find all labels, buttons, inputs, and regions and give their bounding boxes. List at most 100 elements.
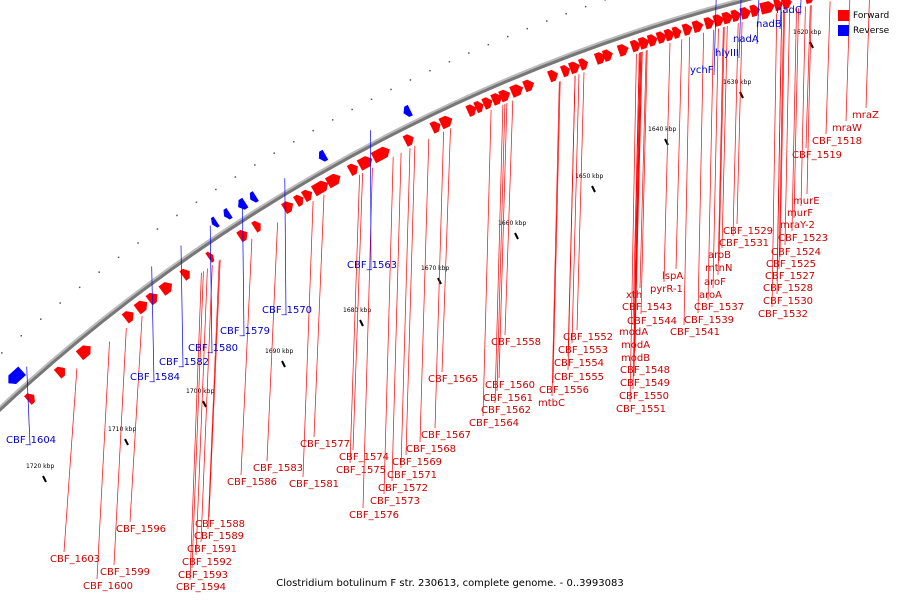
forward-label-leader — [712, 28, 719, 289]
minor-tick-dot — [448, 61, 451, 63]
forward-gene-label: CBF_1600 — [83, 581, 133, 592]
legend-forward-label: Forward — [853, 10, 890, 21]
forward-gene-label: CBF_1528 — [763, 283, 813, 294]
forward-label-leader — [96, 341, 110, 580]
kbp-tick-mark — [124, 438, 129, 446]
reverse-label-leader — [370, 130, 372, 271]
forward-gene-label: CBF_1567 — [421, 430, 471, 441]
forward-gene-arrow — [402, 134, 414, 147]
forward-label-leader — [629, 53, 637, 403]
forward-gene-arrow — [568, 61, 580, 75]
forward-gene-label: modA — [621, 340, 650, 351]
forward-label-leader — [494, 104, 504, 404]
forward-gene-label: CBF_1594 — [176, 582, 226, 593]
forward-gene-label: mtnN — [705, 263, 732, 274]
minor-tick-dot — [254, 164, 256, 166]
forward-gene-arrow — [559, 65, 571, 78]
kbp-tick-label: 1650 kbp — [575, 173, 603, 180]
forward-label-leader — [675, 39, 683, 270]
forward-gene-arrow — [53, 366, 66, 379]
minor-tick-dot — [331, 119, 334, 121]
reverse-gene-arrow — [8, 366, 26, 384]
forward-label-leader — [189, 272, 202, 581]
forward-label-leader — [771, 13, 778, 308]
forward-gene-arrow — [739, 7, 752, 20]
reverse-gene-label: CBF_1580 — [188, 343, 238, 354]
forward-gene-arrow — [346, 163, 358, 177]
reverse-gene-label: nadC — [776, 5, 802, 16]
forward-gene-label: CBF_1555 — [554, 372, 604, 383]
forward-gene-label: CBF_1554 — [554, 358, 604, 369]
kbp-tick-label: 1690 kbp — [265, 348, 293, 355]
forward-label-leader — [419, 138, 430, 443]
forward-label-leader — [697, 32, 704, 314]
kbp-tick-label: 1660 kbp — [498, 220, 526, 227]
forward-gene-label: CBF_1577 — [300, 439, 350, 450]
reverse-gene-label: CBF_1584 — [130, 372, 180, 383]
reverse-gene-label: CBF_1563 — [347, 260, 397, 271]
forward-gene-arrow — [356, 156, 373, 171]
forward-label-leader — [865, 0, 870, 109]
forward-gene-arrow — [473, 100, 484, 114]
forward-gene-label: aroF — [704, 277, 726, 288]
backbone-shadow — [0, 0, 746, 410]
forward-label-leader — [683, 36, 691, 326]
forward-gene-label: CBF_1593 — [178, 570, 228, 581]
forward-label-leader — [805, 5, 811, 149]
reverse-label-leader — [738, 0, 742, 59]
kbp-tick-label: 1620 kbp — [793, 29, 821, 36]
forward-gene-label: pyrR-1 — [650, 284, 683, 295]
kbp-tick-label: 1710 kbp — [108, 426, 136, 433]
minor-tick-dot — [20, 335, 22, 337]
minor-tick-dot — [273, 152, 275, 154]
forward-label-leader — [778, 11, 784, 270]
forward-label-leader — [496, 103, 506, 392]
genome-backbone — [0, 0, 754, 413]
reverse-gene-arrow — [223, 207, 233, 220]
forward-label-leader — [634, 52, 642, 352]
forward-gene-label: CBF_1518 — [812, 136, 862, 147]
forward-label-leader — [434, 131, 444, 429]
minor-tick-dot — [156, 228, 159, 230]
forward-label-leader — [551, 81, 560, 397]
forward-gene-arrow — [236, 229, 248, 243]
forward-gene-label: CBF_1564 — [469, 418, 519, 429]
forward-gene-label: CBF_1529 — [723, 226, 773, 237]
forward-gene-label: CBF_1596 — [116, 524, 166, 535]
kbp-tick-mark — [42, 475, 47, 483]
forward-gene-label: CBF_1551 — [616, 404, 666, 415]
forward-gene-arrow — [646, 34, 658, 47]
forward-gene-label: CBF_1572 — [378, 483, 428, 494]
forward-gene-arrow — [490, 93, 503, 106]
minor-tick-dot — [565, 13, 567, 15]
forward-label-leader — [721, 25, 728, 249]
forward-label-leader — [663, 42, 671, 283]
forward-gene-arrow — [522, 79, 535, 93]
minor-tick-dot — [351, 108, 353, 111]
forward-gene-label: aroA — [699, 290, 722, 301]
forward-gene-arrow — [300, 189, 313, 203]
forward-gene-arrow — [324, 173, 341, 189]
reverse-swatch — [838, 25, 849, 36]
forward-label-leader — [200, 265, 213, 543]
forward-gene-label: modA — [619, 327, 648, 338]
forward-gene-arrow — [637, 37, 650, 50]
forward-label-leader — [191, 271, 204, 569]
forward-gene-label: CBF_1562 — [481, 405, 531, 416]
forward-gene-label: CBF_1581 — [289, 479, 339, 490]
reverse-gene-label: CBF_1604 — [6, 435, 56, 446]
forward-gene-arrow — [691, 20, 704, 33]
forward-gene-label: CBF_1592 — [182, 557, 232, 568]
forward-gene-label: mraZ — [852, 110, 879, 121]
forward-gene-label: murE — [793, 196, 820, 207]
minor-tick-dot — [78, 286, 81, 289]
forward-label-leader — [240, 238, 253, 476]
forward-gene-arrow — [655, 31, 667, 44]
forward-gene-arrow — [547, 69, 559, 83]
forward-swatch — [838, 10, 849, 21]
forward-gene-label: CBF_1539 — [684, 315, 734, 326]
forward-label-leader — [383, 156, 394, 495]
forward-label-leader — [567, 75, 576, 371]
forward-gene-label: CBF_1519 — [792, 150, 842, 161]
